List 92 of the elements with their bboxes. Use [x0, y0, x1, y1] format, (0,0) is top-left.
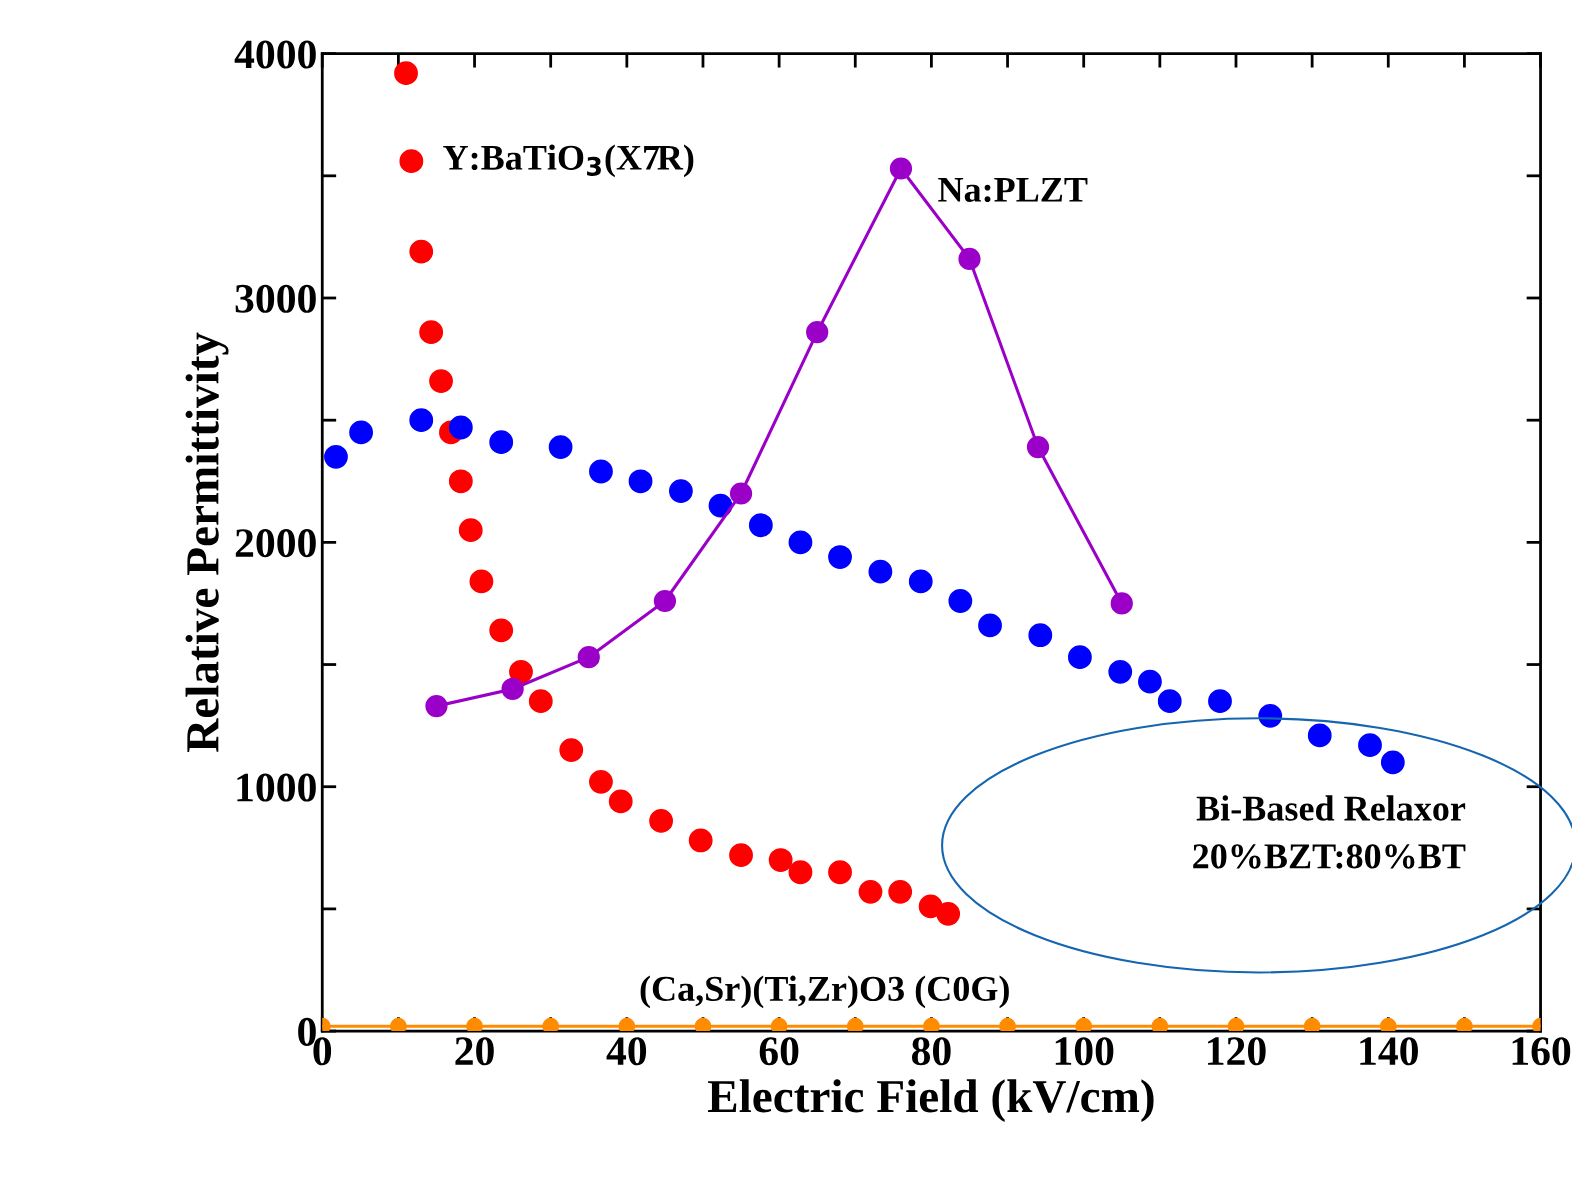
point: [458, 518, 483, 543]
point: [694, 1017, 712, 1032]
point: [349, 420, 373, 445]
x-tick-label: 40: [606, 1037, 647, 1066]
point: [828, 545, 852, 569]
point: [846, 1017, 864, 1032]
y-tick-label: 4000: [234, 40, 316, 69]
point: [448, 469, 473, 494]
x-tick-label: 120: [1208, 1037, 1266, 1066]
point: [748, 513, 773, 538]
point: [466, 1017, 483, 1032]
point: [1110, 592, 1133, 615]
point: [1227, 1017, 1245, 1032]
point: [390, 1017, 407, 1032]
point: [1075, 1017, 1093, 1032]
point: [858, 879, 883, 904]
point: [1138, 669, 1162, 694]
point: [608, 789, 633, 814]
point: [999, 1017, 1016, 1032]
series-label: Na:PLZT: [938, 177, 1088, 203]
point: [429, 369, 453, 393]
point: [399, 149, 424, 174]
x-tick-label: 60: [759, 1037, 799, 1066]
point: [768, 848, 793, 872]
point: [1307, 723, 1332, 748]
point: [1358, 733, 1382, 758]
point: [577, 646, 600, 669]
point: [1026, 435, 1050, 459]
point: [589, 459, 613, 484]
point: [1379, 1017, 1397, 1032]
point: [923, 1017, 940, 1032]
point: [618, 1017, 636, 1032]
x-tick-label: 80: [911, 1037, 951, 1066]
point: [958, 247, 981, 271]
point: [501, 677, 524, 701]
point: [649, 809, 673, 833]
point: [729, 843, 753, 868]
point: [469, 569, 494, 594]
y-tick-label: 1000: [237, 773, 316, 802]
point: [589, 769, 613, 794]
point: [788, 860, 813, 885]
point: [770, 1017, 788, 1032]
point: [978, 613, 1002, 638]
series-label: (Ca,Sr)(Ti,Zr)O3 (C0G): [640, 975, 1009, 1009]
point: [489, 618, 514, 643]
point: [628, 469, 653, 494]
point: [409, 239, 434, 264]
point: [559, 738, 584, 762]
point: [908, 569, 933, 594]
point: [788, 530, 813, 555]
x-tick-label: 160: [1512, 1037, 1571, 1066]
point: [669, 479, 693, 503]
point: [889, 157, 913, 180]
y-tick-label: 2000: [235, 529, 316, 558]
point: [489, 430, 514, 455]
x-axis-title: Electric Field (kV/cm): [707, 1079, 1154, 1123]
point: [548, 435, 573, 459]
point: [888, 879, 913, 904]
y-tick-label: 3000: [235, 284, 316, 313]
point: [936, 901, 961, 926]
point: [409, 408, 434, 433]
point: [688, 828, 713, 853]
x-tick-label: 20: [455, 1037, 494, 1066]
point: [1067, 645, 1092, 670]
point: [729, 482, 753, 505]
point: [419, 320, 444, 345]
point: [653, 589, 677, 613]
point: [394, 61, 418, 86]
point: [1151, 1017, 1169, 1032]
point: [1208, 689, 1232, 714]
point: [1380, 750, 1405, 775]
point: [509, 659, 533, 684]
point: [1303, 1017, 1321, 1032]
point: [528, 689, 553, 714]
series-label: Bi-Based Relaxor 20%BZT:80%BT: [1193, 795, 1466, 869]
point: [806, 321, 829, 344]
point: [324, 444, 348, 469]
point: [425, 694, 448, 718]
point: [708, 493, 733, 518]
point: [1028, 623, 1053, 648]
x-tick-label: 140: [1360, 1037, 1418, 1066]
point: [1157, 689, 1182, 714]
point: [828, 860, 852, 885]
point: [948, 589, 973, 613]
point: [1456, 1017, 1473, 1032]
point: [1108, 659, 1133, 684]
series-label: Y:BaTiO$_{3}$(X7R): [443, 144, 694, 178]
point: [448, 415, 473, 440]
point: [868, 559, 893, 584]
y-axis-title: Relative Permittivity: [185, 332, 229, 752]
x-tick-label: 100: [1055, 1037, 1114, 1066]
point: [542, 1017, 560, 1032]
